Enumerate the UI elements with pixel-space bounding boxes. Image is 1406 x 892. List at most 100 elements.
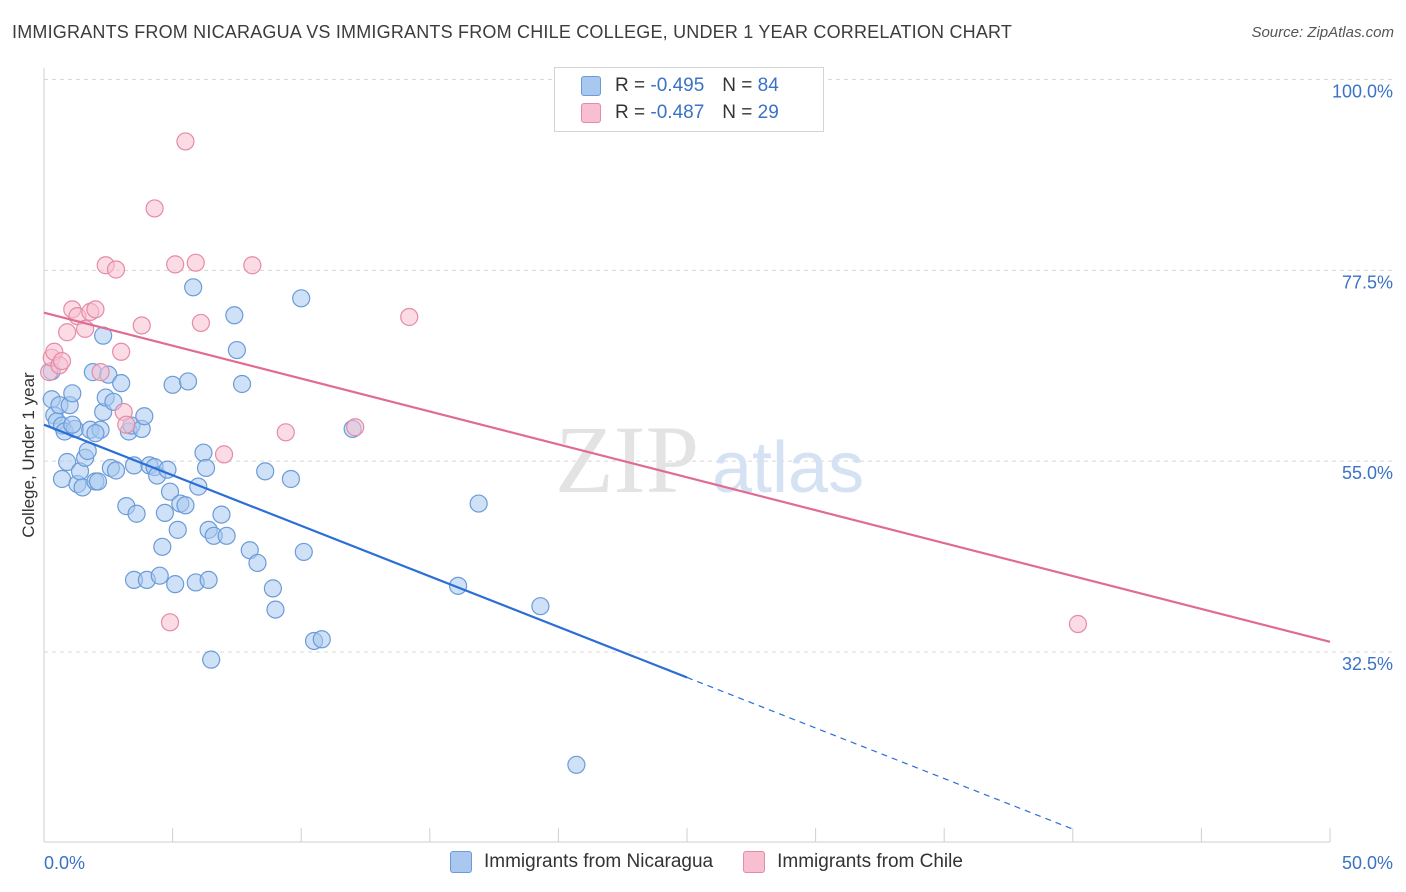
chile-point [52,351,72,371]
legend-label-nicaragua: Immigrants from Nicaragua [484,851,714,872]
n-value: 84 [757,75,779,96]
nicaragua-point [58,452,77,472]
chile-point [91,363,110,382]
nicaragua-trend-extension [686,676,1074,830]
chile-swatch [581,103,601,123]
nicaragua-point [168,520,187,539]
nicaragua-point [232,374,252,394]
y-axis-label: College, Under 1 year [19,372,38,538]
x-tick-label: 0.0% [44,853,85,873]
nicaragua-point [88,472,108,491]
chile-point [186,253,205,272]
legend-label-chile: Immigrants from Chile [777,851,963,872]
chile-point [132,316,151,335]
nicaragua-point [176,496,195,515]
nicaragua-point [212,505,231,524]
chile-point [243,256,262,275]
chile-point [106,260,126,279]
nicaragua-point [153,537,172,556]
chile-point [86,300,105,319]
nicaragua-point [194,443,213,462]
nicaragua-point [178,372,198,391]
nicaragua-swatch [581,76,601,96]
nicaragua-point [248,553,267,573]
n-label: N = [722,102,753,123]
nicaragua-point [531,597,550,616]
nicaragua-point [189,477,208,496]
chile-point [166,255,185,274]
nicaragua-point [292,289,311,308]
r-value: -0.487 [650,102,705,123]
watermark-atlas: atlas [712,428,864,508]
nicaragua-point [227,340,246,360]
nicaragua-point [135,407,154,426]
chile-point [191,313,210,333]
chile-point [400,307,419,327]
r-label: R = [615,102,646,123]
chile-trend-line [43,311,1331,643]
nicaragua-point [469,494,488,513]
legend-swatch-nicaragua [450,851,472,873]
nicaragua-point [150,566,169,585]
series-legend: Immigrants from Nicaragua Immigrants fro… [450,851,993,873]
nicaragua-trend-line [43,423,688,679]
stats-legend-row-chile: R = -0.487 N = 29 [581,100,779,126]
grid-layer [44,79,1394,653]
chile-point [117,415,136,434]
nicaragua-point [256,462,275,481]
nicaragua-point [202,650,221,669]
chile-point [176,132,195,151]
watermark-zip: ZIP [555,406,699,513]
chile-point [160,613,180,632]
chile-point [214,445,234,464]
nicaragua-point [112,374,131,393]
nicaragua-point [63,384,82,403]
nicaragua-point [160,482,180,501]
nicaragua-point [184,278,203,297]
nicaragua-point [196,458,216,478]
chile-point [1068,614,1088,634]
chart-title: IMMIGRANTS FROM NICARAGUA VS IMMIGRANTS … [12,22,1013,42]
nicaragua-point [127,504,146,523]
nicaragua-point [294,542,313,562]
nicaragua-point [225,306,244,325]
chile-point [276,423,295,442]
source-label: Source: ZipAtlas.com [1251,24,1394,41]
stats-legend-row-nicaragua: R = -0.495 N = 84 [581,73,779,99]
chile-point [145,199,164,218]
legend-item-chile: Immigrants from Chile [743,851,963,873]
y-tick-label: 77.5% [1342,272,1393,292]
nicaragua-point [199,570,218,590]
nicaragua-point [52,469,72,489]
nicaragua-point [163,375,182,394]
trend-layer [43,311,1331,830]
nicaragua-point [86,424,105,443]
axis-layer: 32.5% 55.0% 77.5% 100.0% 0.0% 50.0% [43,68,1393,873]
n-label: N = [722,75,753,96]
nicaragua-point [166,575,185,594]
nicaragua-point [567,755,586,774]
legend-swatch-chile [743,851,766,873]
nicaragua-point [312,630,331,649]
nicaragua-point [106,461,126,480]
points-layer [40,132,1088,774]
stats-legend: R = -0.495 N = 84 R = -0.487 N = 29 [554,67,824,132]
nicaragua-point [281,469,301,489]
nicaragua-point [217,526,236,545]
r-label: R = [615,75,646,96]
n-value: 29 [757,102,779,123]
r-value: -0.495 [650,75,705,96]
y-tick-label: 55.0% [1342,463,1393,483]
nicaragua-point [63,415,82,434]
chile-point [112,342,131,361]
y-tick-label: 32.5% [1342,654,1393,674]
y-tick-label: 100.0% [1332,82,1393,102]
x-tick-label: 50.0% [1342,853,1393,873]
chile-point [58,323,77,342]
nicaragua-point [266,600,285,619]
nicaragua-point [263,579,283,598]
nicaragua-point [155,503,174,523]
chile-point [346,418,365,437]
legend-item-nicaragua: Immigrants from Nicaragua [450,851,713,873]
